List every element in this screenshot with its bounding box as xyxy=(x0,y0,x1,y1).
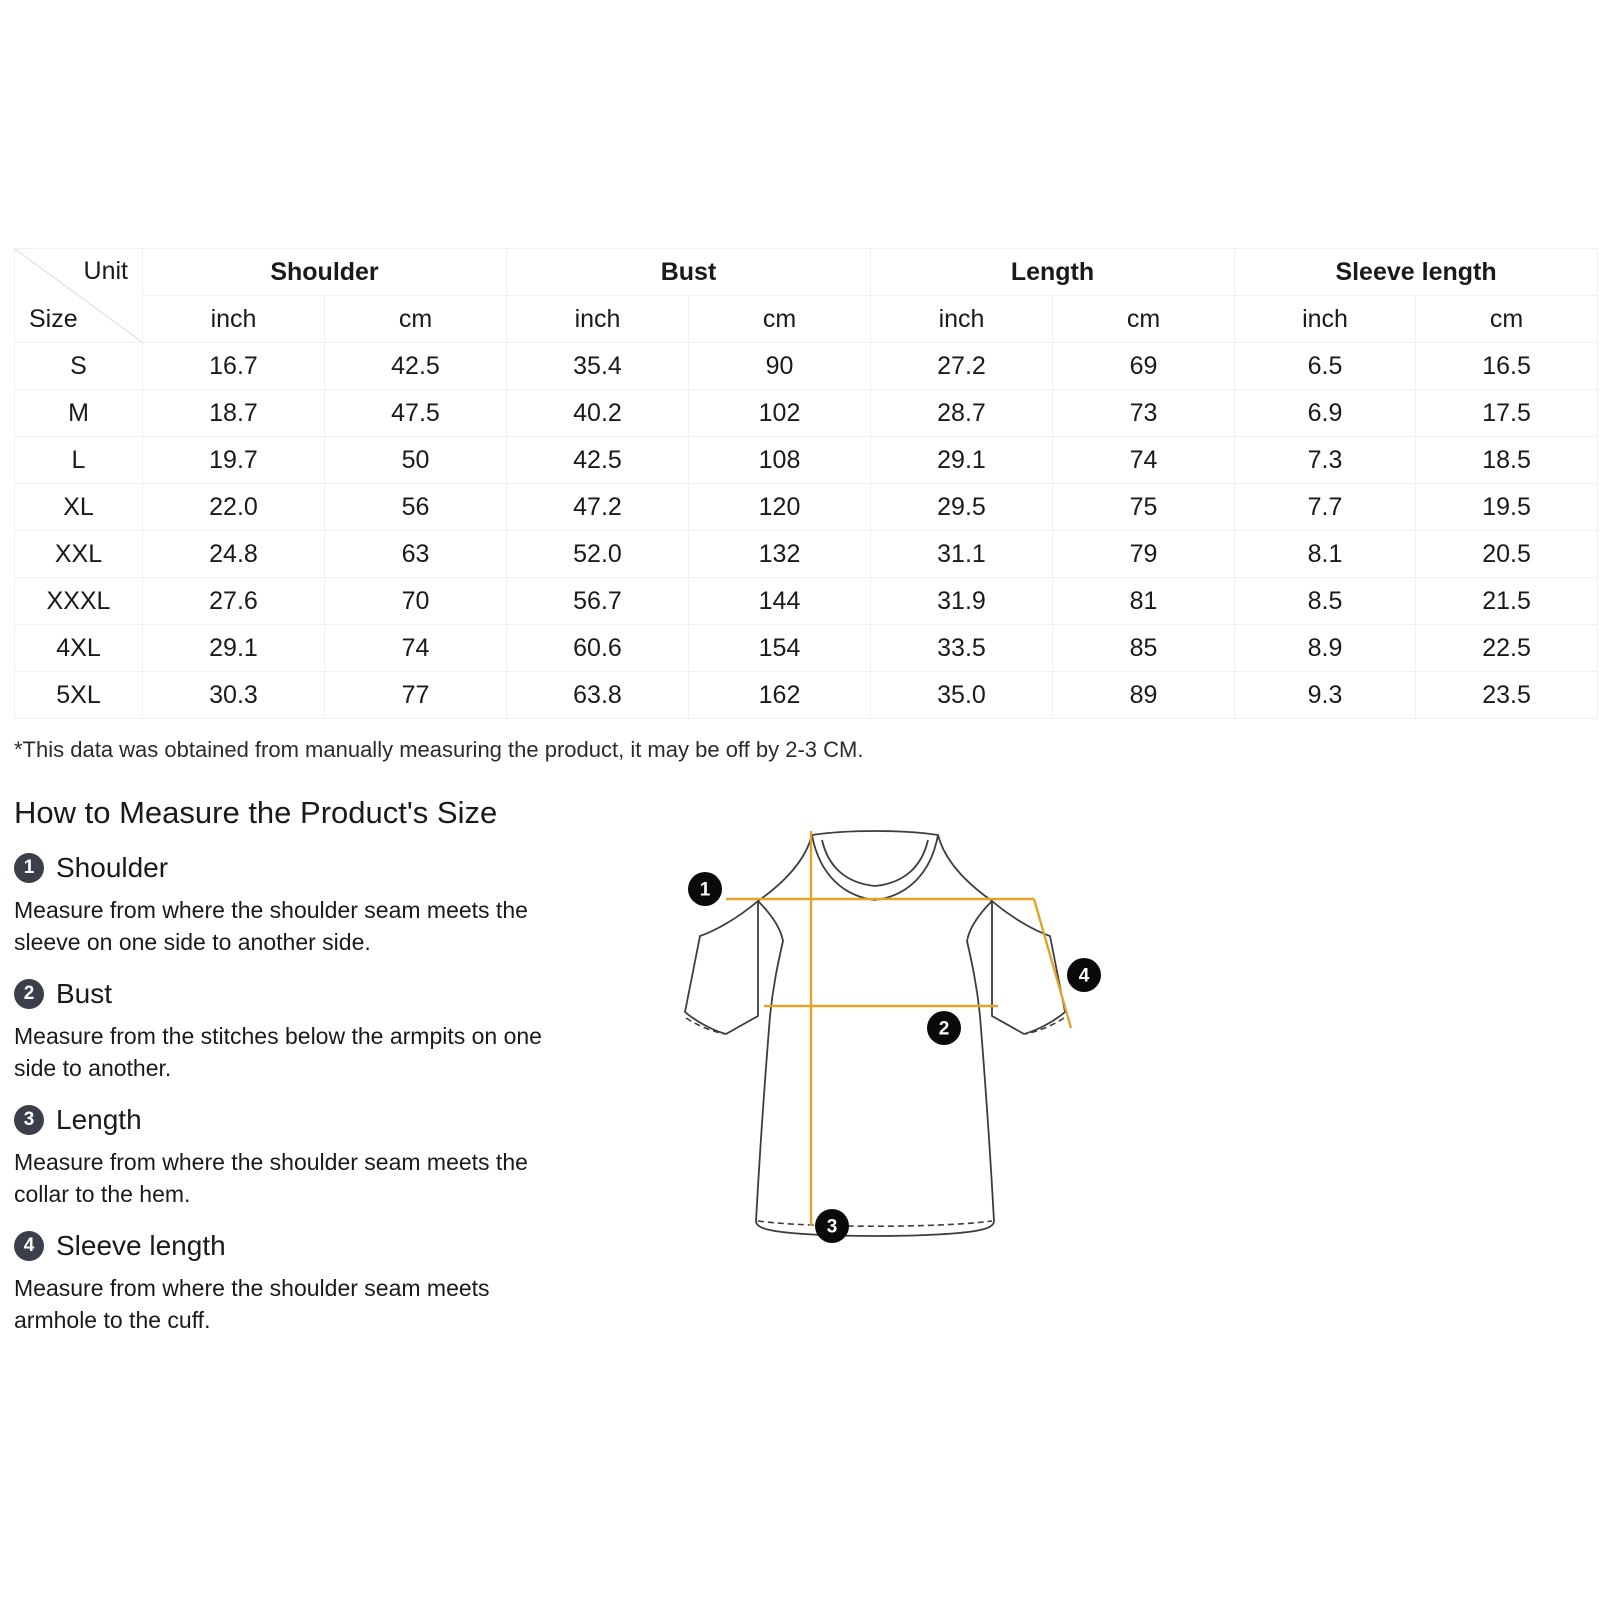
svg-text:2: 2 xyxy=(939,1019,950,1040)
svg-text:3: 3 xyxy=(827,1217,838,1238)
svg-text:1: 1 xyxy=(700,880,711,901)
svg-text:4: 4 xyxy=(1079,966,1090,987)
